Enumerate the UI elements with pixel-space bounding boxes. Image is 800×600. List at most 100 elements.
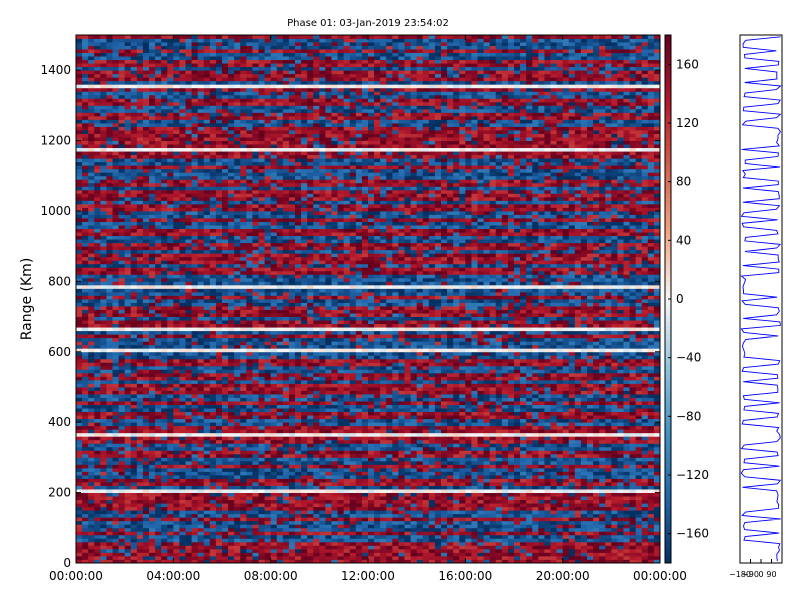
heat-cell xyxy=(295,446,302,451)
heat-cell xyxy=(629,439,637,444)
heat-cell xyxy=(88,464,95,469)
heat-cell xyxy=(222,401,229,405)
heat-cell xyxy=(197,527,205,532)
heat-cell xyxy=(106,545,113,550)
heat-cell xyxy=(556,390,564,395)
heat-cell xyxy=(459,457,466,462)
heat-cell xyxy=(635,489,643,493)
heat-cell xyxy=(325,411,332,416)
heat-cell xyxy=(337,496,345,501)
heat-cell xyxy=(483,432,491,437)
heat-cell xyxy=(477,513,484,518)
heat-cell xyxy=(228,545,235,550)
heat-cell xyxy=(386,383,393,388)
heat-cell xyxy=(416,415,424,420)
heat-cell xyxy=(580,446,588,451)
heat-cell xyxy=(526,471,533,476)
heat-cell xyxy=(276,425,284,430)
heat-cell xyxy=(276,390,284,395)
heat-cell xyxy=(459,499,466,504)
heat-cell xyxy=(203,506,211,511)
heat-cell xyxy=(483,387,491,391)
heat-cell xyxy=(295,517,302,522)
heat-cell xyxy=(574,471,582,476)
heat-cell xyxy=(544,506,551,511)
heat-cell xyxy=(331,425,338,430)
heat-cell xyxy=(240,482,247,486)
heat-cell xyxy=(161,446,168,451)
heat-cell xyxy=(252,471,259,476)
heat-cell xyxy=(465,425,472,430)
heat-cell xyxy=(392,467,399,472)
heat-cell xyxy=(477,475,484,479)
heat-cell xyxy=(246,552,253,557)
heat-cell xyxy=(106,524,113,529)
heat-cell xyxy=(112,541,119,546)
heat-cell xyxy=(240,492,247,497)
heat-cell xyxy=(635,545,643,550)
heat-cell xyxy=(641,429,649,434)
heat-cell xyxy=(635,520,643,525)
heat-cell xyxy=(489,387,497,391)
heat-cell xyxy=(471,432,478,437)
heat-cell xyxy=(234,489,241,493)
heat-cell xyxy=(453,478,460,483)
heat-cell xyxy=(361,390,369,395)
heat-cell xyxy=(76,513,83,518)
heat-cell xyxy=(477,379,484,384)
heat-cell xyxy=(246,475,253,479)
heat-cell xyxy=(155,499,162,504)
heat-cell xyxy=(447,450,454,455)
heat-cell xyxy=(149,478,156,483)
heat-cell xyxy=(532,485,539,490)
heat-cell xyxy=(574,475,582,479)
heat-cell xyxy=(410,471,418,476)
heat-cell xyxy=(477,453,484,458)
heat-cell xyxy=(191,531,199,536)
heat-cell xyxy=(459,404,466,409)
heat-cell xyxy=(82,394,89,398)
heat-cell xyxy=(82,411,89,416)
heat-cell xyxy=(611,415,618,420)
heat-cell xyxy=(124,379,132,384)
heat-cell xyxy=(112,467,119,472)
heat-cell xyxy=(550,453,557,458)
heat-cell xyxy=(623,499,630,504)
heat-cell xyxy=(142,541,150,546)
heat-cell xyxy=(514,418,521,423)
heat-cell xyxy=(215,527,223,532)
heat-cell xyxy=(507,394,515,398)
heat-cell xyxy=(507,408,515,413)
heat-cell xyxy=(179,408,186,413)
heat-cell xyxy=(465,443,472,448)
heat-cell xyxy=(228,397,235,402)
heat-cell xyxy=(82,496,89,501)
heat-cell xyxy=(203,475,211,479)
heat-cell xyxy=(453,555,460,560)
heat-cell xyxy=(380,513,387,518)
heat-cell xyxy=(307,499,314,504)
heat-cell xyxy=(465,394,472,398)
heat-cell xyxy=(514,492,521,497)
heat-cell xyxy=(441,460,448,465)
heat-cell xyxy=(234,485,241,490)
heat-cell xyxy=(489,467,497,472)
heat-cell xyxy=(88,425,95,430)
heat-cell xyxy=(398,517,405,522)
heat-cell xyxy=(197,460,205,465)
heat-cell xyxy=(392,548,399,553)
heat-cell xyxy=(106,404,113,409)
heat-cell xyxy=(532,510,539,515)
heat-cell xyxy=(215,457,223,462)
heat-cell xyxy=(209,545,217,550)
heat-cell xyxy=(532,379,539,384)
heat-cell xyxy=(276,559,284,564)
heat-cell xyxy=(185,538,192,543)
heat-cell xyxy=(495,524,503,529)
heat-cell xyxy=(252,482,259,486)
heat-cell xyxy=(124,439,132,444)
heat-cell xyxy=(441,432,448,437)
heat-cell xyxy=(641,425,649,430)
heat-cell xyxy=(562,446,570,451)
heat-cell xyxy=(471,559,478,564)
